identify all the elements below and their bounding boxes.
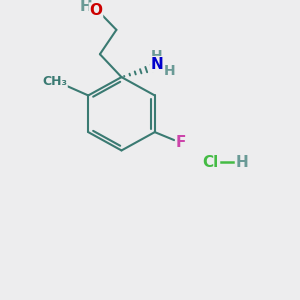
Text: CH₃: CH₃ (42, 75, 67, 88)
Text: H: H (164, 64, 175, 77)
Text: Cl: Cl (202, 155, 218, 170)
Text: O: O (89, 3, 103, 18)
Text: H: H (80, 0, 93, 14)
Text: N: N (151, 57, 163, 72)
Text: F: F (176, 135, 186, 150)
Text: H: H (236, 155, 249, 170)
Text: H: H (151, 49, 163, 63)
